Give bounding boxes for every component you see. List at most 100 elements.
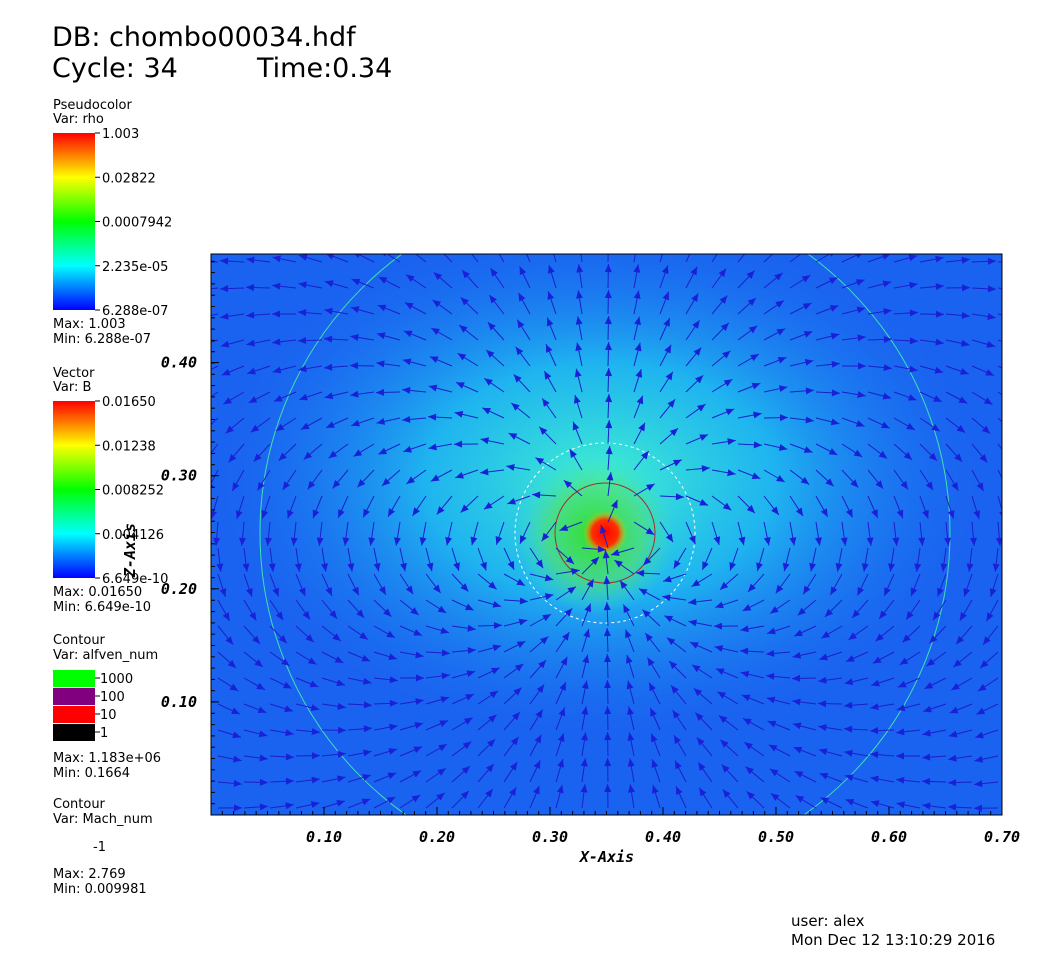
arrow-head <box>789 537 797 546</box>
arrow-head <box>305 634 314 643</box>
arrow-head <box>437 768 446 776</box>
arrow-head <box>575 316 583 325</box>
arrow-head <box>200 426 208 434</box>
arrow-head <box>650 707 657 717</box>
vector-arrow <box>211 443 219 454</box>
arrow-head <box>562 632 570 641</box>
arrow-head <box>855 279 865 286</box>
arrow-head <box>294 563 302 572</box>
arrow-head <box>246 311 255 319</box>
arrow-head <box>714 645 724 652</box>
arrow-head <box>576 264 584 273</box>
arrow-head <box>870 775 879 783</box>
arrow-head <box>282 681 292 689</box>
arrow-head <box>431 328 440 336</box>
arrow-head <box>605 238 612 246</box>
arrow-head <box>853 449 863 457</box>
arrow-head <box>1009 398 1018 405</box>
arrow-head <box>336 775 346 783</box>
vector-arrow <box>211 313 219 316</box>
arrow-head <box>332 633 341 641</box>
arrow-head <box>651 733 658 743</box>
arrow-head <box>857 586 865 596</box>
arrow-head <box>232 482 240 491</box>
arrow-head <box>604 290 612 299</box>
arrow-head <box>775 300 784 308</box>
arrow-head <box>211 510 217 520</box>
arrow-head <box>376 360 385 368</box>
arrow-head <box>695 712 704 721</box>
arrow-head <box>638 588 648 596</box>
arrow-head <box>666 637 676 646</box>
arrow-head <box>740 647 749 655</box>
vector-arrow <box>815 254 831 263</box>
arrow-head <box>432 584 441 594</box>
arrow-head <box>272 310 281 318</box>
legend-title: Pseudocolor <box>53 98 132 113</box>
arrow-head <box>766 649 775 657</box>
vector-field <box>198 238 1018 812</box>
arrow-head <box>597 545 606 553</box>
arrow-head <box>439 720 449 727</box>
arrow-head <box>779 414 788 422</box>
arrow-head <box>828 277 838 285</box>
arrow-head <box>350 334 359 341</box>
arrow-head <box>324 392 334 400</box>
arrow-head <box>935 338 944 346</box>
arrow-head <box>848 632 857 640</box>
arrow-head <box>663 318 670 327</box>
arrow-head <box>509 787 517 797</box>
arrow-head <box>633 264 641 273</box>
arrow-head <box>722 502 732 511</box>
arrow-head <box>986 612 994 622</box>
arrow-head <box>820 797 830 805</box>
arrow-head <box>508 433 518 440</box>
arrow-head <box>284 705 293 713</box>
arrow-head <box>342 537 350 546</box>
arrow-head <box>363 749 372 757</box>
arrow-head <box>510 736 519 746</box>
arrow-head <box>636 395 644 405</box>
arrow-head <box>506 463 515 471</box>
arrow-head <box>492 600 502 608</box>
arrow-head <box>794 771 804 778</box>
arrow-head <box>1007 426 1015 434</box>
arrow-head <box>533 785 540 795</box>
arrow-head <box>428 384 438 392</box>
arrow-head <box>909 281 918 289</box>
arrow-head <box>983 636 991 645</box>
arrow-head <box>985 369 995 376</box>
arrow-head <box>896 752 905 760</box>
arrow-head <box>547 265 555 274</box>
arrow-head <box>980 660 989 669</box>
arrow-head <box>220 285 229 293</box>
vector-arrow <box>553 254 557 263</box>
arrow-head <box>565 555 574 564</box>
arrow-head <box>664 615 674 623</box>
arrow-head <box>645 633 653 642</box>
arrow-head <box>572 421 580 431</box>
arrow-head <box>247 367 256 375</box>
arrow-head <box>198 398 207 405</box>
arrow-head <box>909 309 918 317</box>
colorbar-label: 6.288e-07 <box>102 304 168 319</box>
arrow-head <box>219 588 227 597</box>
arrow-head <box>987 285 996 293</box>
arrow-head <box>461 270 470 279</box>
arrow-head <box>699 434 709 441</box>
arrow-head <box>454 410 464 418</box>
y-tick-label: 0.40 <box>161 354 197 372</box>
arrow-head <box>627 732 635 741</box>
arrow-head <box>818 700 827 708</box>
arrow-head <box>604 680 612 689</box>
arrow-head <box>386 630 395 638</box>
y-tick-label: 0.20 <box>161 580 197 598</box>
arrow-head <box>861 563 869 572</box>
arrow-head <box>433 272 443 281</box>
arrow-head <box>514 663 524 672</box>
arrow-head <box>664 344 672 354</box>
arrow-head <box>336 799 345 807</box>
arrow-head <box>547 291 555 301</box>
arrow-head <box>641 451 649 460</box>
arrow-head <box>603 602 611 611</box>
